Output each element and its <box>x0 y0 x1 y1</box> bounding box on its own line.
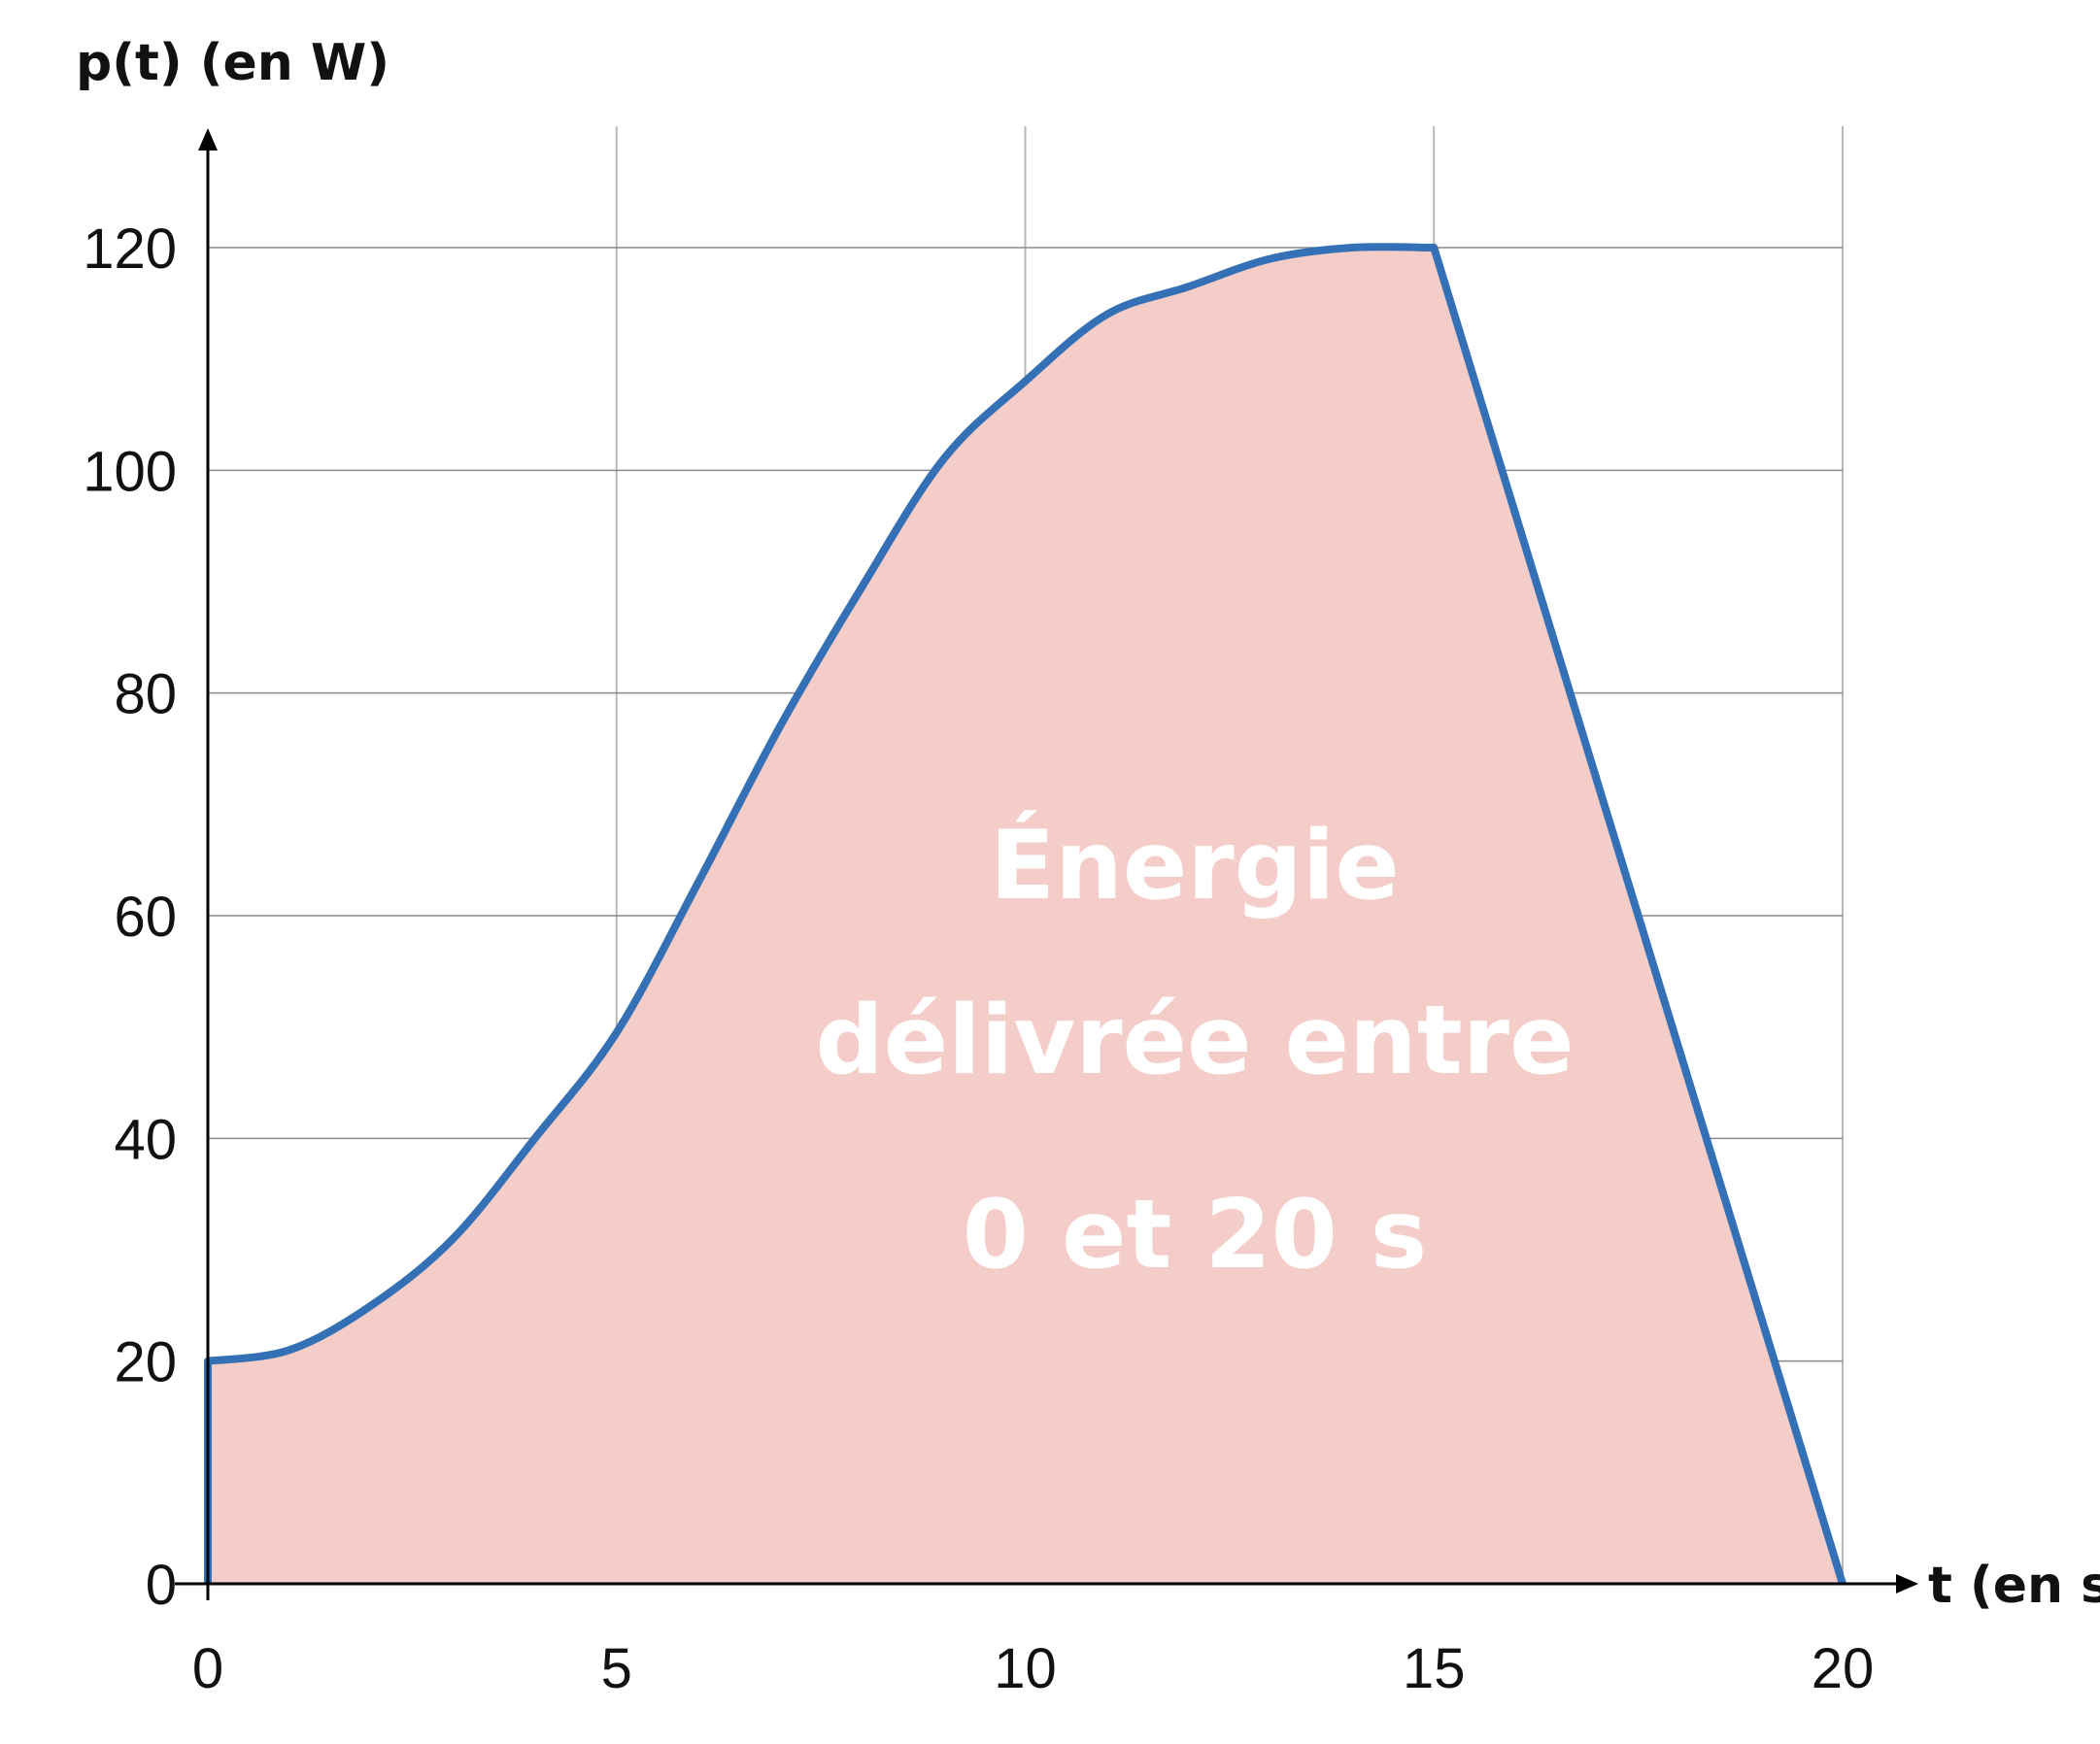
y-tick-label: 40 <box>114 1108 177 1171</box>
y-axis-arrow-icon <box>198 128 218 151</box>
x-tick-label: 20 <box>1812 1637 1875 1700</box>
annotation-line-1: Énergie <box>990 810 1400 922</box>
y-tick-label: 100 <box>83 440 177 503</box>
y-axis-title: p(t) (en W) <box>76 34 390 92</box>
axes <box>175 128 1918 1600</box>
x-tick-label: 10 <box>994 1637 1057 1700</box>
x-tick-label: 5 <box>601 1637 632 1700</box>
x-tick-label: 15 <box>1403 1637 1466 1700</box>
y-tick-label: 80 <box>114 663 177 726</box>
y-tick-labels: 0 20 40 60 80 100 120 <box>83 218 177 1617</box>
annotation-line-3: 0 et 20 s <box>963 1180 1428 1291</box>
y-tick-label: 20 <box>114 1331 177 1394</box>
x-axis-title: t (en s) <box>1928 1557 2100 1615</box>
x-axis-arrow-icon <box>1896 1574 1918 1593</box>
y-tick-label: 120 <box>83 218 177 281</box>
y-tick-label: 0 <box>146 1554 177 1617</box>
energy-area <box>208 247 1843 1584</box>
y-tick-label: 60 <box>114 886 177 949</box>
x-tick-label: 0 <box>192 1637 223 1700</box>
x-tick-labels: 0 5 10 15 20 <box>192 1637 1874 1700</box>
annotation-line-2: délivrée entre <box>816 986 1575 1096</box>
power-curve <box>204 243 1846 1586</box>
